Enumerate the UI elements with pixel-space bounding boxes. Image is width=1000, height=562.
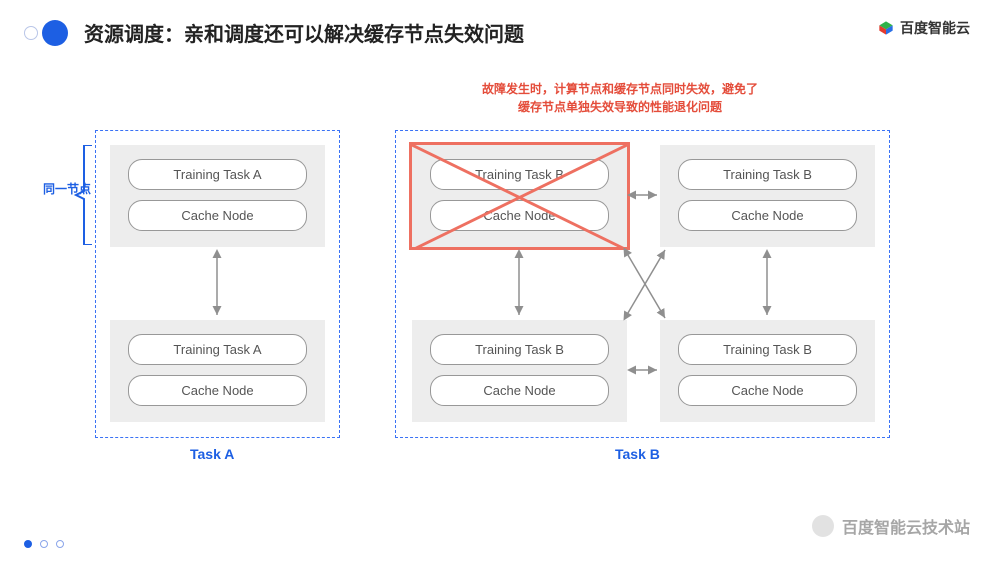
- watermark-text: 百度智能云技术站: [842, 514, 970, 538]
- pager-dot-2[interactable]: [40, 540, 48, 548]
- wechat-icon: [812, 515, 834, 537]
- pager-dot-1[interactable]: [24, 540, 32, 548]
- slide-pager: [24, 540, 64, 548]
- arrows-layer: [0, 0, 1000, 562]
- watermark: 百度智能云技术站: [812, 514, 970, 538]
- pager-dot-3[interactable]: [56, 540, 64, 548]
